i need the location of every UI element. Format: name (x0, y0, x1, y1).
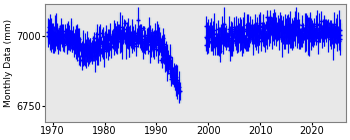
Y-axis label: Monthly Data (mm): Monthly Data (mm) (4, 19, 13, 107)
